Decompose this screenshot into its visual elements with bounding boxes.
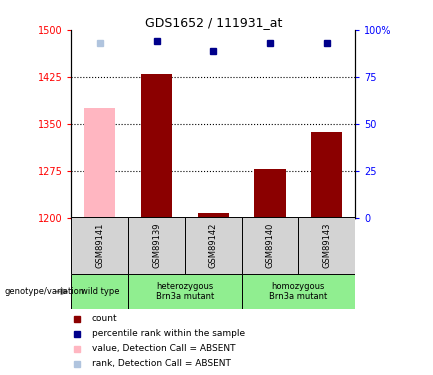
Bar [128,274,242,309]
Bar [71,274,128,309]
Text: wild type: wild type [81,287,119,296]
Text: GSM89140: GSM89140 [265,223,275,268]
Title: GDS1652 / 111931_at: GDS1652 / 111931_at [145,16,282,29]
Text: GSM89142: GSM89142 [209,223,218,268]
Text: genotype/variation: genotype/variation [4,287,84,296]
Text: GSM89141: GSM89141 [95,223,104,268]
Text: heterozygous
Brn3a mutant: heterozygous Brn3a mutant [156,282,214,301]
Bar [242,274,355,309]
Text: percentile rank within the sample: percentile rank within the sample [92,329,245,338]
Text: count: count [92,314,117,323]
Bar [197,213,229,217]
Text: rank, Detection Call = ABSENT: rank, Detection Call = ABSENT [92,359,230,368]
Text: GSM89143: GSM89143 [322,223,331,268]
Bar [311,132,343,218]
Bar [141,74,172,217]
Bar [128,217,185,274]
Bar [254,169,286,217]
Bar [298,217,355,274]
Bar [242,217,298,274]
Bar [185,217,242,274]
Text: homozygous
Brn3a mutant: homozygous Brn3a mutant [269,282,327,301]
Bar [84,108,116,218]
Text: value, Detection Call = ABSENT: value, Detection Call = ABSENT [92,344,235,353]
Text: GSM89139: GSM89139 [152,223,161,268]
Bar [71,217,128,274]
